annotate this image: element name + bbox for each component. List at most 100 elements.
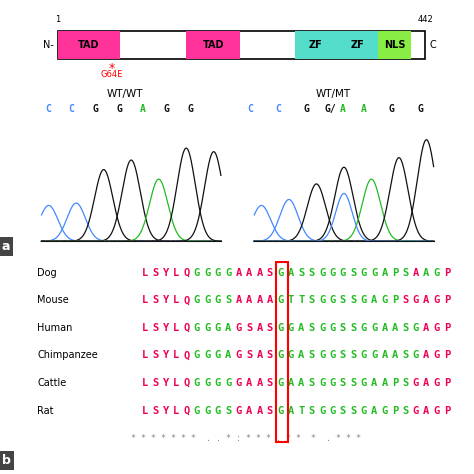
Text: G: G: [204, 378, 210, 388]
Text: G: G: [382, 406, 388, 416]
Text: G: G: [319, 406, 325, 416]
Text: S: S: [350, 323, 356, 333]
Text: G: G: [371, 323, 377, 333]
Text: A: A: [288, 268, 294, 278]
Text: G: G: [236, 323, 242, 333]
Text: A: A: [392, 350, 398, 360]
Text: L: L: [173, 268, 179, 278]
Text: G: G: [215, 268, 221, 278]
Text: G: G: [194, 378, 200, 388]
Text: C: C: [429, 40, 436, 50]
Text: G: G: [382, 295, 388, 305]
Text: T: T: [288, 295, 294, 305]
Text: S: S: [267, 323, 273, 333]
Text: S: S: [152, 350, 158, 360]
Text: G: G: [304, 103, 310, 114]
Text: WT/WT: WT/WT: [107, 89, 143, 99]
Text: A: A: [246, 268, 252, 278]
Text: S: S: [309, 406, 315, 416]
Text: G: G: [361, 378, 367, 388]
Text: G: G: [277, 378, 283, 388]
Text: G: G: [434, 295, 440, 305]
Text: G: G: [413, 350, 419, 360]
Text: A: A: [256, 378, 263, 388]
Text: Cattle: Cattle: [37, 378, 67, 388]
Text: S: S: [225, 406, 231, 416]
Bar: [58, 31, 425, 59]
Text: G/: G/: [324, 103, 336, 114]
Text: A: A: [298, 378, 304, 388]
Text: S: S: [350, 378, 356, 388]
Text: S: S: [309, 295, 315, 305]
Text: G: G: [361, 295, 367, 305]
Text: A: A: [256, 406, 263, 416]
Text: L: L: [173, 323, 179, 333]
Text: G: G: [194, 350, 200, 360]
Text: A: A: [382, 323, 388, 333]
Text: P: P: [444, 350, 450, 360]
Text: G: G: [194, 323, 200, 333]
Text: G: G: [194, 406, 200, 416]
Text: G: G: [204, 406, 210, 416]
Text: L: L: [173, 406, 179, 416]
Text: A: A: [361, 103, 366, 114]
Text: G: G: [413, 378, 419, 388]
Text: S: S: [350, 295, 356, 305]
Text: G: G: [371, 350, 377, 360]
Text: A: A: [246, 295, 252, 305]
Text: S: S: [402, 378, 409, 388]
Text: A: A: [246, 406, 252, 416]
Text: A: A: [267, 295, 273, 305]
Text: G: G: [319, 323, 325, 333]
Text: S: S: [402, 295, 409, 305]
Text: WT/MT: WT/MT: [316, 89, 351, 99]
Text: G: G: [329, 295, 336, 305]
Text: TAD: TAD: [203, 40, 224, 50]
Text: G64E: G64E: [100, 70, 123, 79]
Text: S: S: [340, 350, 346, 360]
Text: Q: Q: [183, 350, 190, 360]
Text: P: P: [444, 268, 450, 278]
Text: G: G: [389, 103, 395, 114]
Text: T: T: [298, 406, 304, 416]
Text: G: G: [329, 350, 336, 360]
Bar: [378, 31, 411, 59]
Text: A: A: [225, 350, 231, 360]
Text: 442: 442: [418, 15, 433, 24]
Text: A: A: [423, 378, 429, 388]
Text: A: A: [298, 350, 304, 360]
Text: A: A: [423, 323, 429, 333]
Text: A: A: [413, 268, 419, 278]
Text: S: S: [309, 350, 315, 360]
Text: G: G: [277, 323, 283, 333]
Text: G: G: [413, 323, 419, 333]
Text: G: G: [319, 295, 325, 305]
Text: Q: Q: [183, 406, 190, 416]
Text: G: G: [215, 378, 221, 388]
Text: 1: 1: [55, 15, 61, 24]
Text: G: G: [340, 268, 346, 278]
Text: G: G: [413, 295, 419, 305]
Text: TAD: TAD: [78, 40, 100, 50]
Text: Q: Q: [183, 295, 190, 305]
Text: a: a: [2, 240, 10, 253]
Bar: [58, 31, 120, 59]
Bar: [276, 262, 288, 442]
Text: * * * * * * *  . . * : * * * . * *  *  . * * *: * * * * * * * . . * : * * * . * * * . * …: [131, 434, 361, 443]
Text: S: S: [152, 378, 158, 388]
Text: G: G: [329, 378, 336, 388]
Text: G: G: [204, 323, 210, 333]
Text: S: S: [298, 268, 304, 278]
Text: S: S: [402, 406, 409, 416]
Text: A: A: [382, 268, 388, 278]
Text: C: C: [247, 103, 253, 114]
Text: G: G: [434, 406, 440, 416]
Text: S: S: [340, 406, 346, 416]
Text: A: A: [382, 378, 388, 388]
Text: A: A: [423, 406, 429, 416]
Text: G: G: [164, 103, 170, 114]
Text: G: G: [288, 323, 294, 333]
Text: A: A: [236, 268, 242, 278]
Text: G: G: [225, 378, 231, 388]
Text: L: L: [142, 268, 148, 278]
